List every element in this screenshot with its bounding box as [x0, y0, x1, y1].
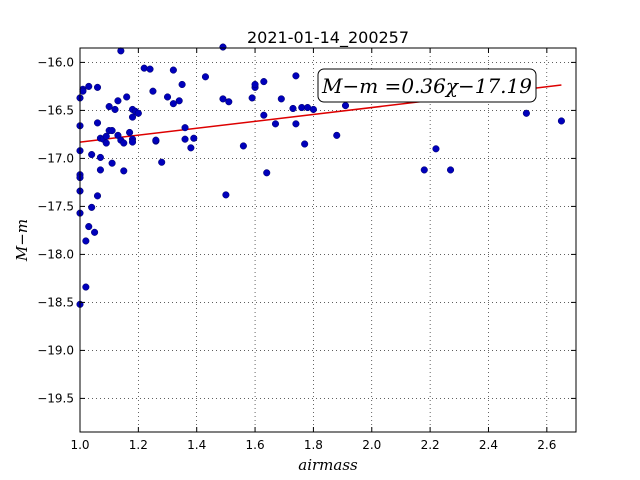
data-point [91, 228, 99, 236]
grid-lines [79, 48, 576, 432]
data-point [82, 283, 90, 291]
data-points [76, 43, 565, 308]
data-point [114, 97, 122, 105]
x-tick-label: 2.2 [421, 438, 440, 452]
data-point [260, 78, 268, 86]
data-point [93, 83, 102, 91]
data-point [201, 73, 210, 81]
plot-frame [79, 47, 577, 433]
data-point [222, 191, 230, 199]
data-point [108, 127, 116, 135]
data-point [120, 167, 128, 175]
data-point [158, 158, 166, 166]
data-point [152, 136, 160, 144]
y-tick-label: −18.5 [37, 295, 74, 309]
data-point [190, 134, 198, 142]
data-point [260, 111, 268, 119]
x-tick-label: 1.2 [129, 438, 148, 452]
fit-equation: M−m =0.36χ−17.19 [321, 74, 532, 98]
x-tick-label: 1.6 [246, 438, 265, 452]
data-point [181, 124, 189, 132]
data-point [85, 223, 93, 231]
data-point [79, 87, 87, 95]
data-point [117, 47, 125, 55]
data-point [163, 93, 172, 101]
data-point [93, 192, 102, 200]
data-point [169, 100, 177, 108]
x-axis-label: airmass [298, 456, 358, 474]
x-tick-label: 2.4 [479, 438, 498, 452]
data-point [108, 159, 116, 167]
y-tick-label: −19.5 [37, 391, 74, 405]
data-point [292, 72, 300, 80]
data-point [289, 104, 297, 113]
data-point [105, 103, 113, 111]
data-point [251, 80, 259, 89]
y-tick-label: −17.0 [37, 151, 74, 165]
data-point [277, 95, 285, 103]
x-tick-label: 2.6 [537, 438, 556, 452]
data-point [111, 105, 119, 113]
data-point [134, 109, 142, 117]
data-point [271, 120, 280, 128]
data-point [341, 102, 350, 110]
data-point [126, 128, 134, 137]
data-point [446, 166, 455, 174]
data-point [263, 169, 271, 177]
x-tick-label: 1.0 [70, 438, 89, 452]
data-point [292, 120, 300, 128]
data-point [96, 153, 104, 161]
data-point [248, 94, 256, 102]
data-point [225, 98, 233, 106]
y-tick-label: −16.0 [37, 55, 74, 69]
data-point [239, 142, 247, 150]
data-point [432, 145, 440, 153]
data-point [181, 135, 189, 143]
y-tick-label: −17.5 [37, 199, 74, 213]
x-axis-ticks: 1.0 1.2 1.4 1.6 1.8 2.0 2.2 2.4 2.6 [70, 48, 556, 452]
data-point [219, 95, 227, 103]
data-point [420, 166, 428, 174]
data-point [557, 117, 565, 125]
y-tick-label: −18.0 [37, 247, 74, 261]
data-point [128, 113, 137, 121]
data-point [88, 203, 96, 211]
data-point [120, 139, 128, 147]
data-point [149, 87, 157, 95]
data-point [175, 97, 183, 105]
y-axis-ticks: −16.0 −16.5 −17.0 −17.5 −18.0 −18.5 −19.0 −19.5 [37, 55, 576, 405]
data-point [333, 131, 341, 139]
data-point [187, 144, 195, 152]
data-point [128, 138, 137, 146]
data-point [169, 66, 177, 74]
y-tick-label: −19.0 [37, 343, 74, 357]
data-point [146, 65, 154, 73]
fit-equation-box: M−m =0.36χ−17.19 [317, 68, 537, 103]
data-point [178, 80, 186, 89]
data-point [85, 82, 93, 90]
data-point [88, 151, 96, 159]
x-tick-label: 2.0 [362, 438, 381, 452]
data-point [123, 93, 131, 101]
chart-title: 2021-01-14_200257 [247, 28, 409, 48]
data-point [140, 64, 148, 72]
x-tick-label: 1.4 [187, 438, 206, 452]
y-tick-label: −16.5 [37, 103, 74, 117]
data-point [102, 139, 110, 147]
data-point [219, 43, 227, 51]
data-point [309, 105, 317, 113]
data-point [93, 119, 102, 127]
data-point [301, 140, 309, 148]
data-point [82, 237, 90, 245]
data-point [96, 166, 104, 174]
y-axis-label: M−m [13, 219, 31, 262]
data-point [522, 109, 530, 117]
x-tick-label: 1.8 [304, 438, 323, 452]
